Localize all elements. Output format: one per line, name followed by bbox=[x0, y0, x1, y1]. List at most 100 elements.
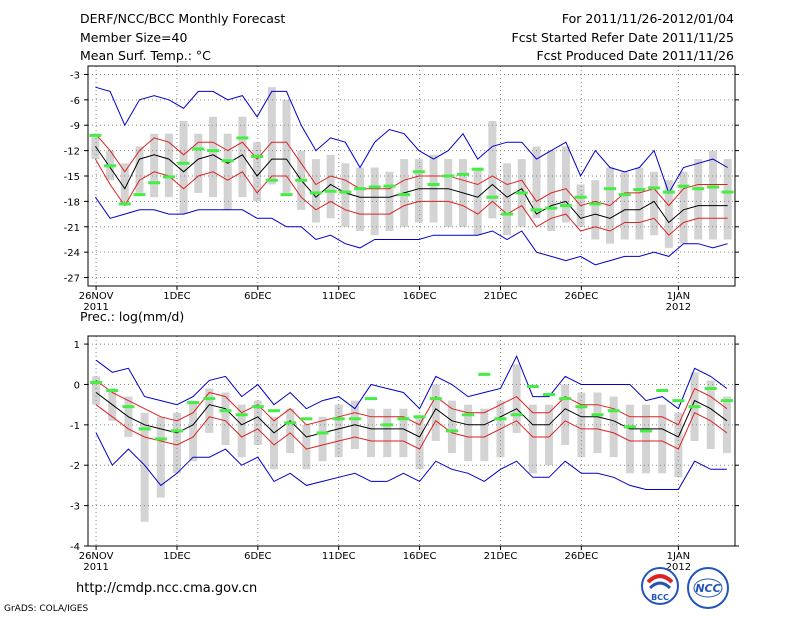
panel2-box bbox=[367, 408, 376, 458]
panel1-ytick-label: -27 bbox=[64, 274, 80, 285]
panel1-xtick-label: 6DEC bbox=[244, 291, 271, 302]
panel1-highlight-mark bbox=[648, 186, 661, 190]
panel1-ytick-label: -21 bbox=[64, 223, 80, 234]
panel1-box bbox=[664, 180, 673, 248]
panel2-highlight-mark bbox=[413, 415, 426, 419]
panel2-highlight-mark bbox=[672, 399, 685, 403]
panel1-highlight-mark bbox=[89, 133, 102, 137]
panel1-highlight-mark bbox=[265, 178, 278, 182]
panel2-highlight-mark bbox=[397, 417, 410, 421]
panel1-highlight-mark bbox=[206, 149, 219, 153]
panel1-highlight-mark bbox=[383, 184, 396, 188]
panel1-box bbox=[591, 180, 600, 240]
panel2-box bbox=[512, 364, 521, 433]
ncc-logo-icon: NCC bbox=[687, 567, 729, 609]
panel1-box bbox=[179, 121, 188, 215]
panel1-highlight-mark bbox=[633, 188, 646, 192]
panel2-highlight-mark bbox=[251, 405, 264, 409]
panel1-box bbox=[444, 159, 453, 227]
panel1-box bbox=[208, 116, 217, 198]
panel1-highlight-mark bbox=[309, 191, 322, 195]
panel1-highlight-mark bbox=[706, 185, 719, 189]
panel2-box bbox=[270, 416, 279, 470]
panel2-highlight-mark bbox=[478, 372, 491, 376]
panel1-box bbox=[267, 87, 276, 185]
panel1-highlight-mark bbox=[398, 193, 411, 197]
panel1-highlight-mark bbox=[148, 181, 161, 185]
panel1-highlight-mark bbox=[324, 189, 337, 193]
panel1-box bbox=[341, 163, 350, 227]
panel1-highlight-mark bbox=[604, 187, 617, 191]
panel1-xtick-label: 21DEC bbox=[484, 291, 518, 302]
panel2-title: Prec.: log(mm/d) bbox=[80, 309, 184, 324]
panel1-xtick-label: 26DEC bbox=[564, 291, 598, 302]
panel1-box bbox=[635, 167, 644, 240]
panel2-highlight-mark bbox=[187, 401, 200, 405]
panel1-highlight-mark bbox=[339, 190, 352, 194]
panel2-line-mean bbox=[95, 392, 728, 438]
panel2-highlight-mark bbox=[316, 431, 329, 435]
source-url[interactable]: http://cmdp.ncc.cma.gov.cn bbox=[76, 581, 258, 596]
panel2-highlight-mark bbox=[138, 427, 151, 431]
panel1-highlight-mark bbox=[221, 159, 234, 163]
panel1-highlight-mark bbox=[501, 212, 514, 216]
panel2-highlight-mark bbox=[462, 413, 475, 417]
panel1-box bbox=[238, 116, 247, 198]
panel2-ytick-label: -1 bbox=[70, 421, 80, 432]
panel1-highlight-mark bbox=[236, 136, 249, 140]
panel1-box bbox=[620, 171, 629, 240]
panel1-box bbox=[503, 163, 512, 236]
panel2-xtick-label: 21DEC bbox=[484, 551, 518, 562]
panel2-highlight-mark bbox=[720, 399, 733, 403]
start-date-label: Fcst Started Refer Date 2011/11/25 bbox=[511, 30, 735, 45]
panel1-box bbox=[150, 133, 159, 198]
panel1-ytick-label: -3 bbox=[70, 70, 80, 81]
panel1-highlight-mark bbox=[530, 208, 543, 212]
panel1-highlight-mark bbox=[574, 195, 587, 199]
panel2-highlight-mark bbox=[640, 429, 653, 433]
panel2-box bbox=[189, 400, 198, 462]
panel1-xtick-year: 2011 bbox=[83, 302, 108, 313]
panel1-box bbox=[547, 150, 556, 231]
panel1-xtick-label: 1DEC bbox=[163, 291, 190, 302]
panel2-highlight-mark bbox=[300, 417, 313, 421]
panel1-highlight-mark bbox=[515, 191, 528, 195]
panel1-ytick-label: -18 bbox=[64, 197, 80, 208]
panel1-box bbox=[488, 121, 497, 219]
panel2-box bbox=[658, 404, 667, 474]
panel1-box bbox=[194, 133, 203, 193]
panel2-highlight-mark bbox=[106, 389, 119, 393]
panel2-xtick-year: 2012 bbox=[666, 562, 691, 573]
panel1-highlight-mark bbox=[442, 174, 455, 178]
panel2-box bbox=[561, 384, 570, 446]
panel1-highlight-mark bbox=[412, 170, 425, 174]
panel1-box bbox=[385, 171, 394, 231]
panel2-box bbox=[447, 400, 456, 454]
panel2-box bbox=[334, 404, 343, 458]
panel1-box bbox=[561, 146, 570, 223]
panel1-highlight-mark bbox=[471, 167, 484, 171]
panel1-box bbox=[650, 171, 659, 236]
panel1-highlight-mark bbox=[662, 190, 675, 194]
variable-label: Mean Surf. Temp.: °C bbox=[80, 48, 211, 63]
ncc-logo-text: NCC bbox=[695, 582, 720, 595]
panel2-highlight-mark bbox=[575, 405, 588, 409]
panel1-box bbox=[253, 142, 262, 202]
panel2-highlight-mark bbox=[591, 413, 604, 417]
panel2-box bbox=[528, 404, 537, 474]
panel2-highlight-mark bbox=[268, 409, 281, 413]
panel2-highlight-mark bbox=[154, 437, 167, 441]
panel1-highlight-mark bbox=[354, 187, 367, 191]
panel2-box bbox=[674, 412, 683, 478]
panel1-highlight-mark bbox=[559, 204, 572, 208]
forecast-period-label: For 2011/11/26-2012/01/04 bbox=[561, 11, 734, 26]
panel1-highlight-mark bbox=[545, 206, 558, 210]
panel2-highlight-mark bbox=[381, 423, 394, 427]
produced-date-label: Fcst Produced Date 2011/11/26 bbox=[536, 48, 734, 63]
chart-title: DERF/NCC/BCC Monthly Forecast bbox=[80, 11, 286, 26]
panel2-box bbox=[237, 404, 246, 458]
panel2-ytick-label: -2 bbox=[70, 461, 80, 472]
panel2-xtick-label: 1DEC bbox=[163, 551, 190, 562]
panel2-box bbox=[431, 384, 440, 441]
panel2-highlight-mark bbox=[219, 409, 232, 413]
